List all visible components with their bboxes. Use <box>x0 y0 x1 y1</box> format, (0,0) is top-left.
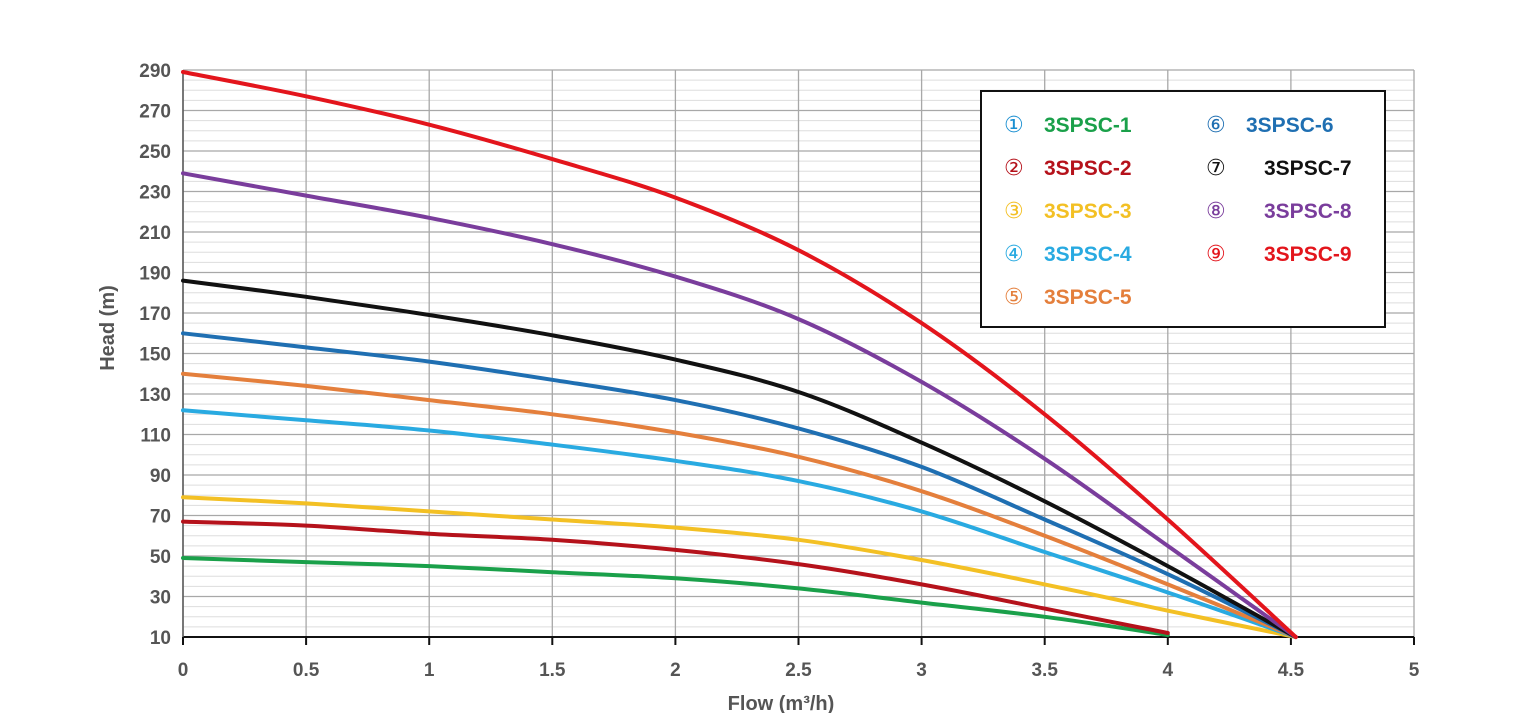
legend-label: 3SPSC-6 <box>1246 114 1334 137</box>
legend-marker: ④ <box>1004 242 1024 267</box>
legend-marker: ① <box>1004 113 1024 138</box>
legend-marker: ⑧ <box>1206 199 1226 224</box>
series-line-4 <box>181 408 1298 639</box>
x-tick-label: 1 <box>424 660 435 681</box>
x-tick-label: 5 <box>1409 660 1420 681</box>
y-tick-label: 70 <box>150 507 171 528</box>
y-tick-label: 130 <box>139 385 171 406</box>
y-tick-label: 90 <box>150 466 171 487</box>
x-tick-label: 4.5 <box>1278 660 1305 681</box>
x-tick-label: 4 <box>1163 660 1174 681</box>
x-tick-label: 0.5 <box>293 660 320 681</box>
x-tick-labels: 0 0.5 1 1.5 2 2.5 3 3.5 4 4.5 5 <box>178 660 1420 681</box>
series-line-5 <box>181 371 1298 639</box>
series-line-2 <box>181 519 1170 635</box>
axes <box>182 70 1415 645</box>
y-tick-label: 290 <box>139 61 171 82</box>
x-tick-label: 3.5 <box>1031 660 1058 681</box>
y-tick-label: 110 <box>140 426 171 447</box>
y-tick-label: 50 <box>150 547 171 568</box>
y-axis-title: Head (m) <box>97 285 119 371</box>
legend-label: 3SPSC-2 <box>1044 157 1132 180</box>
series-line-3 <box>181 495 1298 639</box>
x-axis-title: Flow (m³/h) <box>728 693 835 713</box>
x-tick-label: 2.5 <box>785 660 812 681</box>
x-tick-label: 0 <box>178 660 189 681</box>
legend-label: 3SPSC-3 <box>1044 200 1132 223</box>
legend: ① 3SPSC-1 ② 3SPSC-2 ③ 3SPSC-3 ④ 3SPSC-4 ⑤ 3SPSC-5… <box>980 90 1386 328</box>
legend-label: 3SPSC-5 <box>1044 286 1132 309</box>
y-tick-label: 170 <box>139 304 171 325</box>
series-line-8 <box>181 171 1298 639</box>
legend-label: 3SPSC-4 <box>1044 243 1132 266</box>
legend-marker: ③ <box>1004 199 1024 224</box>
x-tick-label: 2 <box>670 660 681 681</box>
y-tick-label: 190 <box>139 264 171 285</box>
legend-marker: ⑤ <box>1004 285 1024 310</box>
series-line-9 <box>181 70 1298 639</box>
y-tick-label: 150 <box>139 345 171 366</box>
y-tick-labels: 10 30 50 70 90 110 130 150 170 190 210 230 250 270 290 <box>139 61 171 649</box>
y-tick-label: 270 <box>139 102 171 123</box>
legend-label: 3SPSC-8 <box>1264 200 1352 223</box>
y-tick-label: 250 <box>139 142 171 163</box>
legend-label: 3SPSC-7 <box>1264 157 1352 180</box>
legend-marker: ⑦ <box>1206 156 1226 181</box>
y-tick-label: 230 <box>139 183 171 204</box>
series-line-7 <box>181 278 1298 639</box>
x-tick-label: 3 <box>916 660 927 681</box>
y-tick-label: 10 <box>150 628 171 649</box>
x-tick-label: 1.5 <box>539 660 566 681</box>
legend-box <box>980 90 1386 328</box>
series-line-1 <box>181 556 1170 637</box>
legend-marker: ⑥ <box>1206 113 1226 138</box>
legend-label: 3SPSC-1 <box>1044 114 1132 137</box>
legend-marker: ② <box>1004 156 1024 181</box>
legend-marker: ⑨ <box>1206 242 1226 267</box>
y-tick-label: 30 <box>150 588 171 609</box>
series-lines <box>181 70 1298 639</box>
y-tick-label: 210 <box>139 223 171 244</box>
series-line-6 <box>181 331 1298 639</box>
legend-label: 3SPSC-9 <box>1264 243 1352 266</box>
